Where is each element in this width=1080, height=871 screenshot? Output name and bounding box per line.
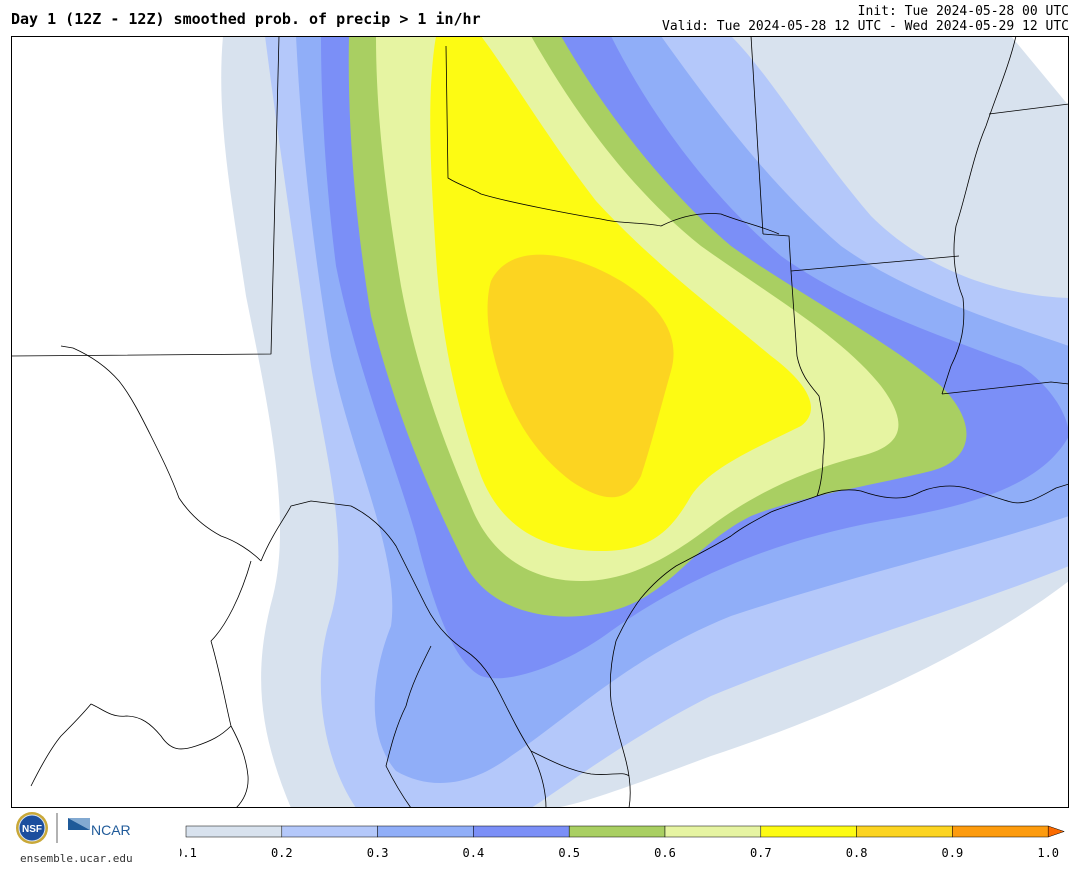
colorbar-extend-arrow — [1047, 825, 1065, 838]
colorbar-swatch — [281, 825, 378, 838]
map-frame — [11, 36, 1069, 808]
colorbar-tick-label: 1.0 — [1037, 846, 1059, 860]
colorbar: 0.1 0.2 0.3 0.4 0.5 0.6 0.7 0.8 0.9 1.0 — [180, 825, 1065, 860]
tx-ar-la-border — [762, 233, 825, 497]
mississippi-river — [941, 36, 1017, 395]
colorbar-swatch — [473, 825, 570, 838]
chart-title: Day 1 (12Z - 12Z) smoothed prob. of prec… — [11, 10, 481, 28]
init-time: Init: Tue 2024-05-28 00 UTC — [857, 4, 1069, 19]
colorbar-labels: 0.1 0.2 0.3 0.4 0.5 0.6 0.7 0.8 0.9 1.0 — [180, 846, 1059, 860]
nsf-logo-text: NSF — [22, 824, 42, 835]
colorbar-tick-label: 0.2 — [271, 846, 293, 860]
footer-logos: NSF NCAR — [16, 812, 131, 844]
colorbar-tick-label: 0.8 — [846, 846, 868, 860]
colorbar-swatch — [185, 825, 283, 838]
colorbar-tick-label: 0.9 — [942, 846, 964, 860]
boundary-lines — [11, 36, 1069, 808]
mx-state-border-3 — [530, 750, 547, 808]
ncar-logo-text: NCAR — [91, 822, 131, 838]
texas-coast — [609, 495, 818, 808]
nsf-logo: NSF — [16, 812, 48, 844]
colorbar-swatch — [952, 825, 1049, 838]
ms-tn-border — [988, 103, 1069, 115]
site-url: ensemble.ucar.edu — [20, 852, 133, 865]
probability-map — [11, 36, 1069, 808]
colorbar-swatch — [760, 825, 857, 838]
colorbar-swatch — [377, 825, 474, 838]
ok-tx-red-river — [445, 45, 780, 235]
colorbar-swatch — [856, 825, 953, 838]
colorbar-tick-label: 0.5 — [558, 846, 580, 860]
mx-state-border-2 — [385, 645, 432, 808]
colorbar-tick-label: 0.3 — [367, 846, 389, 860]
colorbar-swatch — [568, 825, 666, 838]
colorbar-tick-label: 0.1 — [180, 846, 197, 860]
contour-band-0.8 — [487, 254, 674, 498]
mx-state-border-1 — [210, 560, 252, 727]
gulf-coast — [816, 483, 1069, 504]
colorbar-tick-label: 0.6 — [654, 846, 676, 860]
mx-state-border-5 — [230, 725, 249, 808]
rio-grande-lower — [260, 500, 630, 777]
rio-grande — [60, 345, 262, 562]
ok-ar-border — [750, 36, 764, 235]
colorbar-swatches — [185, 825, 1065, 838]
ar-la-border — [790, 255, 960, 272]
nm-tx-border — [11, 36, 280, 357]
valid-time: Valid: Tue 2024-05-28 12 UTC - Wed 2024-… — [662, 19, 1069, 34]
colorbar-tick-label: 0.7 — [750, 846, 772, 860]
colorbar-swatch — [664, 825, 762, 838]
mx-state-border-4 — [30, 703, 232, 787]
la-ms-border — [941, 381, 1069, 395]
colorbar-tick-label: 0.4 — [463, 846, 485, 860]
ncar-logo: NCAR — [68, 818, 131, 838]
